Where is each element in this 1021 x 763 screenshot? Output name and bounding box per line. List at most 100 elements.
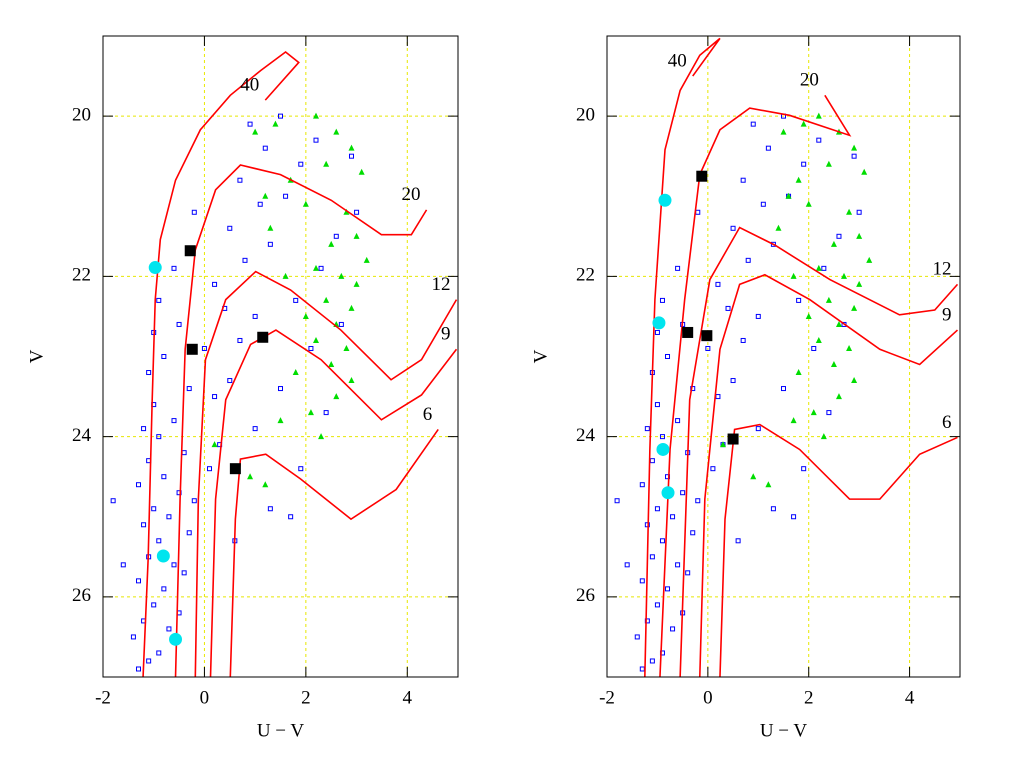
star-point [735,538,741,544]
star-point [658,193,672,207]
star-point [252,128,259,135]
star-point [639,482,645,488]
star-point [745,257,751,263]
star-point [171,418,177,424]
star-point [343,344,350,351]
isochrone-label: 20 [402,184,421,205]
star-point [811,345,817,351]
isochrone-label: 6 [423,404,433,425]
star-point [278,113,283,119]
star-point [740,337,746,343]
star-point [293,297,299,303]
star-point [639,578,645,584]
y-tick-label: 26 [576,585,595,606]
y-tick-label: 22 [576,265,595,286]
star-point [278,386,283,392]
y-tick-label: 26 [72,585,91,606]
star-point [695,209,701,215]
star-point [267,224,274,231]
star-point [791,514,797,520]
star-point [161,474,167,480]
star-point [826,410,832,416]
star-point [166,626,172,632]
star-point [815,336,822,343]
star-point [825,296,832,303]
plot-frame [606,35,961,678]
star-point [227,225,233,231]
star-point [851,153,857,159]
star-point [846,208,853,215]
star-point [624,562,630,568]
star-point [212,281,218,287]
star-point [785,192,792,199]
isochrone [229,428,439,677]
isochrone [698,273,959,677]
star-point [333,233,339,239]
x-tick-label: 4 [403,687,413,708]
star-point [169,632,183,646]
star-point [656,442,670,456]
star-point [136,578,141,584]
star-point [815,112,822,119]
isochrone [679,226,959,677]
star-point [649,554,655,560]
y-axis-label: V [530,349,551,363]
star-point [262,145,268,151]
y-axis-label: V [26,349,47,363]
star-point [781,386,786,392]
star-point [661,486,675,500]
star-point [654,602,660,608]
star-point [805,200,812,207]
star-point [348,377,355,384]
star-point [715,281,721,287]
star-point [146,370,152,376]
star-point [846,344,853,351]
star-point [353,280,360,287]
x-tick-label: 0 [200,687,210,708]
star-point [730,378,736,384]
star-point [313,264,319,271]
star-point [836,233,842,239]
isochrone [142,51,300,677]
star-point [181,450,187,456]
star-point [727,433,739,445]
star-point [267,506,273,512]
star-point [810,409,817,416]
isochrone-label: 20 [800,70,819,91]
star-point [323,410,329,416]
star-point [760,201,766,207]
star-point [257,331,269,343]
star-point [257,201,263,207]
isochrone [659,94,852,677]
star-point [780,128,787,135]
star-point [333,393,340,400]
star-point [649,658,655,664]
star-point [755,426,761,432]
star-point [333,128,340,135]
star-point [141,522,147,528]
star-point [685,570,691,576]
x-tick-label: 2 [301,687,311,708]
star-point [207,466,212,472]
star-point [136,482,141,488]
star-point [161,586,167,592]
star-point [338,272,345,279]
star-point [282,272,289,279]
star-point [358,168,365,175]
isochrone-label: 12 [932,259,951,280]
x-tick-label: -2 [599,687,615,708]
star-point [313,112,319,119]
star-point [176,321,182,327]
star-point [841,272,848,279]
star-point [755,313,761,319]
star-point [363,256,370,263]
star-point [148,261,162,275]
y-tick-label: 20 [576,104,595,125]
star-point [298,161,304,167]
star-point [690,530,696,536]
star-point [652,316,666,330]
star-point [272,120,279,127]
x-tick-label: 0 [703,687,713,708]
star-point [252,426,258,432]
